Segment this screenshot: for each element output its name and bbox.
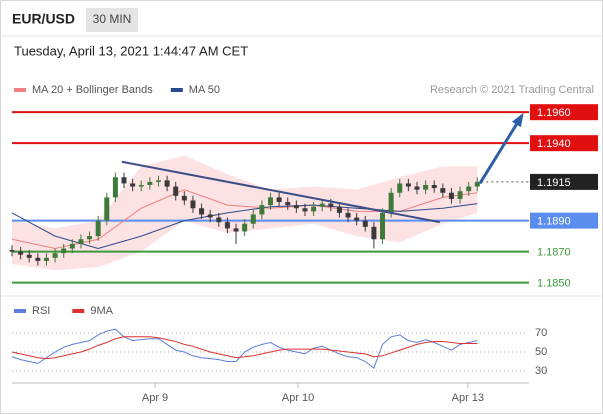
level-label: 1.1870	[537, 247, 571, 259]
candle-body	[173, 186, 179, 196]
level-label-box	[530, 173, 598, 190]
candle-body	[354, 217, 360, 221]
candle-body	[336, 206, 342, 213]
candle-body	[311, 206, 317, 212]
candle-body	[61, 248, 67, 254]
candle-body	[328, 203, 334, 207]
candle-body	[121, 177, 127, 184]
candle-body	[164, 180, 170, 187]
timestamp: Tuesday, April 13, 2021 1:44:47 AM CET	[14, 43, 248, 58]
moving-average	[11, 189, 478, 250]
level-label: 1.1940	[537, 138, 571, 150]
candle-body	[457, 191, 463, 199]
candle-body	[423, 185, 429, 190]
forecast-arrow	[478, 114, 524, 185]
candle-body	[362, 220, 368, 227]
candle-body	[302, 208, 308, 212]
candle-body	[104, 197, 110, 221]
candle-body	[259, 205, 265, 215]
candle-body	[130, 183, 136, 187]
candle-body	[466, 186, 472, 192]
arrow-head	[511, 112, 524, 128]
candle-body	[18, 251, 24, 255]
candle-body	[293, 205, 299, 209]
candle-body	[440, 188, 446, 193]
legend-swatch	[14, 88, 26, 92]
bollinger-band	[12, 155, 478, 271]
level-label: 1.1960	[537, 107, 571, 119]
candle-body	[69, 243, 75, 249]
x-tick-label: Apr 9	[142, 392, 168, 404]
level-label: 1.1890	[537, 216, 571, 228]
candle-body	[224, 222, 230, 229]
candle-body	[388, 192, 394, 213]
candle-body	[474, 181, 480, 187]
candle-body	[199, 208, 205, 215]
indicator-line	[11, 336, 478, 360]
y-tick-label: 50	[535, 346, 547, 358]
level-label: 1.1850	[537, 278, 571, 290]
candle-body	[242, 223, 248, 232]
x-tick-label: Apr 10	[282, 392, 314, 404]
legend-swatch	[170, 88, 183, 92]
candle-body	[35, 257, 41, 261]
candle-body	[147, 181, 153, 185]
level-label: 1.1915	[537, 177, 571, 189]
candle-body	[276, 197, 282, 203]
credit: Research © 2021 Trading Central	[430, 84, 594, 96]
y-tick-label: 70	[535, 327, 547, 339]
candle-body	[78, 239, 84, 244]
candle-body	[397, 183, 403, 193]
candle-body	[190, 200, 196, 209]
moving-average	[11, 203, 478, 250]
candle-body	[181, 195, 187, 201]
candle-body	[216, 217, 222, 223]
legend-label: RSI	[32, 305, 50, 317]
level-label-box	[530, 212, 598, 229]
candle-body	[95, 220, 101, 237]
candle-body	[112, 177, 118, 198]
trendline	[121, 160, 441, 224]
candle-body	[155, 180, 161, 182]
candle-body	[87, 236, 93, 240]
candle-body	[431, 185, 437, 189]
candle-body	[52, 253, 58, 258]
indicator-line	[11, 328, 478, 369]
candle-body	[26, 254, 32, 258]
level-label-box	[530, 104, 598, 121]
legend-swatch	[72, 309, 85, 313]
candle-body	[268, 197, 273, 206]
x-tick-label: Apr 13	[452, 392, 484, 404]
y-tick-label: 30	[535, 365, 547, 377]
candle-body	[43, 257, 49, 261]
candle-body	[405, 183, 411, 187]
legend-label: MA 20 + Bollinger Bands	[32, 84, 153, 96]
symbol: EUR/USD	[12, 11, 75, 27]
level-label-box	[530, 135, 598, 152]
candle-body	[371, 226, 377, 240]
candle-body	[380, 212, 386, 240]
candle-body	[250, 214, 256, 224]
candle-body	[319, 203, 325, 207]
candle-body	[285, 202, 291, 206]
candle-body	[9, 250, 15, 252]
timeframe-box	[86, 8, 138, 32]
candle-body	[345, 212, 351, 218]
legend-swatch	[14, 309, 26, 313]
legend-label: 9MA	[90, 305, 113, 317]
candle-body	[414, 186, 420, 190]
candle-body	[233, 228, 239, 232]
candle-body	[207, 214, 213, 218]
candle-body	[448, 192, 454, 199]
legend-label: MA 50	[189, 84, 220, 96]
candle-body	[138, 185, 144, 187]
timeframe: 30 MIN	[93, 12, 132, 26]
